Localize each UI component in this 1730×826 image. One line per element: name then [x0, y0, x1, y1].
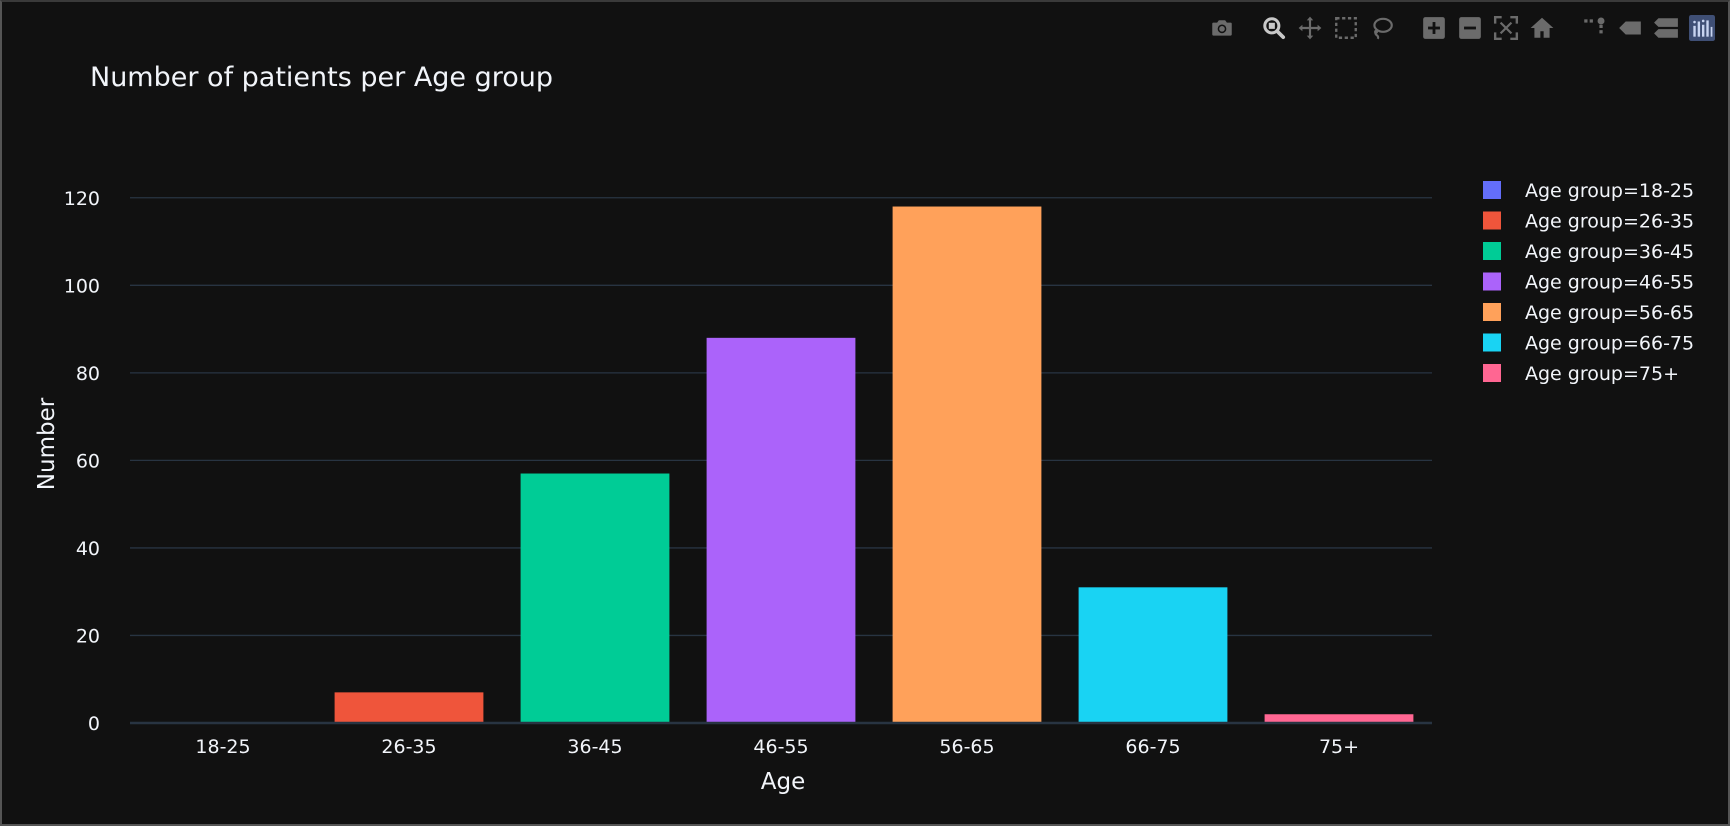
y-axis-ticks: 0 20 40 60 80 100 120: [64, 188, 100, 735]
zoom-out-button[interactable]: [1452, 12, 1488, 44]
legend-label: Age group=36-45: [1525, 241, 1694, 263]
legend-label: Age group=26-35: [1525, 211, 1694, 233]
legend-swatch: [1483, 303, 1501, 321]
y-tick-label: 60: [76, 450, 100, 472]
legend-swatch: [1483, 242, 1501, 260]
pan-button[interactable]: [1292, 12, 1328, 44]
autoscale-icon: [1493, 15, 1519, 41]
legend-item-46-55[interactable]: Age group=46-55: [1483, 272, 1694, 294]
modebar: [1188, 12, 1720, 44]
x-tick-label: 66-75: [1125, 736, 1180, 758]
reset-axes-icon: [1530, 17, 1554, 38]
legend-swatch: [1483, 211, 1501, 230]
bar-75+[interactable]: [1264, 714, 1414, 723]
legend-item-56-65[interactable]: Age group=56-65: [1483, 302, 1694, 324]
legend-item-26-35[interactable]: Age group=26-35: [1483, 211, 1694, 233]
modebar-group-drag: [1256, 12, 1400, 44]
legend-label: Age group=18-25: [1525, 180, 1694, 202]
legend-item-75+[interactable]: Age group=75+: [1483, 363, 1679, 385]
legend-item-18-25[interactable]: Age group=18-25: [1483, 180, 1694, 202]
x-tick-label: 18-25: [195, 736, 250, 758]
y-tick-label: 40: [76, 538, 100, 560]
modebar-group-export: [1204, 12, 1240, 44]
lasso-select-button[interactable]: [1364, 12, 1400, 44]
legend-label: Age group=46-55: [1525, 272, 1694, 294]
zoom-icon: [1263, 17, 1286, 40]
legend-swatch: [1483, 181, 1501, 199]
bars: [334, 206, 1414, 723]
zoom-out-icon: [1459, 17, 1481, 39]
bar-36-45[interactable]: [520, 473, 670, 723]
x-axis-ticks: 18-25 26-35 36-45 46-55 56-65 66-75 75+: [195, 736, 1359, 758]
bar-56-65[interactable]: [892, 206, 1042, 723]
zoom-in-button[interactable]: [1416, 12, 1452, 44]
x-tick-label: 26-35: [381, 736, 436, 758]
bar-66-75[interactable]: [1078, 587, 1228, 723]
legend-label: Age group=66-75: [1525, 333, 1694, 355]
reset-axes-button[interactable]: [1524, 12, 1560, 44]
modebar-group-hover: [1576, 12, 1684, 44]
bar-26-35[interactable]: [334, 692, 484, 723]
legend-item-66-75[interactable]: Age group=66-75: [1483, 333, 1694, 355]
box-select-button[interactable]: [1328, 12, 1364, 44]
y-tick-label: 80: [76, 363, 100, 385]
box-select-icon: [1335, 17, 1357, 39]
y-tick-label: 0: [88, 713, 100, 735]
hover-closest-icon: [1619, 21, 1641, 35]
zoom-button[interactable]: [1256, 12, 1292, 44]
spike-lines-icon: [1584, 17, 1605, 34]
legend-label: Age group=56-65: [1525, 302, 1694, 324]
x-tick-label: 46-55: [753, 736, 808, 758]
bar-46-55[interactable]: [706, 337, 856, 723]
pan-icon: [1298, 16, 1322, 40]
x-axis-title: Age: [761, 769, 805, 795]
y-tick-label: 20: [76, 625, 100, 647]
chart-title: Number of patients per Age group: [90, 62, 553, 93]
y-tick-label: 120: [64, 188, 100, 210]
plotly-logo-button[interactable]: [1684, 12, 1720, 44]
legend-swatch: [1483, 364, 1501, 382]
legend: Age group=18-25 Age group=26-35 Age group=…: [1483, 180, 1694, 385]
y-tick-label: 100: [64, 275, 100, 297]
x-tick-label: 56-65: [939, 736, 994, 758]
legend-label: Age group=75+: [1525, 363, 1679, 385]
download-plot-button[interactable]: [1204, 12, 1240, 44]
camera-icon: [1212, 20, 1232, 36]
x-tick-label: 75+: [1319, 736, 1359, 758]
hover-compare-icon: [1654, 18, 1678, 38]
spike-lines-button[interactable]: [1576, 12, 1612, 44]
y-axis-title: Number: [34, 397, 60, 490]
plotly-logo-icon: [1689, 15, 1715, 41]
modebar-group-zoom: [1416, 12, 1560, 44]
legend-item-36-45[interactable]: Age group=36-45: [1483, 241, 1694, 263]
legend-swatch: [1483, 272, 1501, 291]
zoom-in-icon: [1423, 17, 1445, 39]
hover-closest-button[interactable]: [1612, 12, 1648, 44]
autoscale-button[interactable]: [1488, 12, 1524, 44]
hover-compare-button[interactable]: [1648, 12, 1684, 44]
lasso-select-icon: [1373, 17, 1393, 40]
x-tick-label: 36-45: [567, 736, 622, 758]
legend-swatch: [1483, 333, 1501, 352]
